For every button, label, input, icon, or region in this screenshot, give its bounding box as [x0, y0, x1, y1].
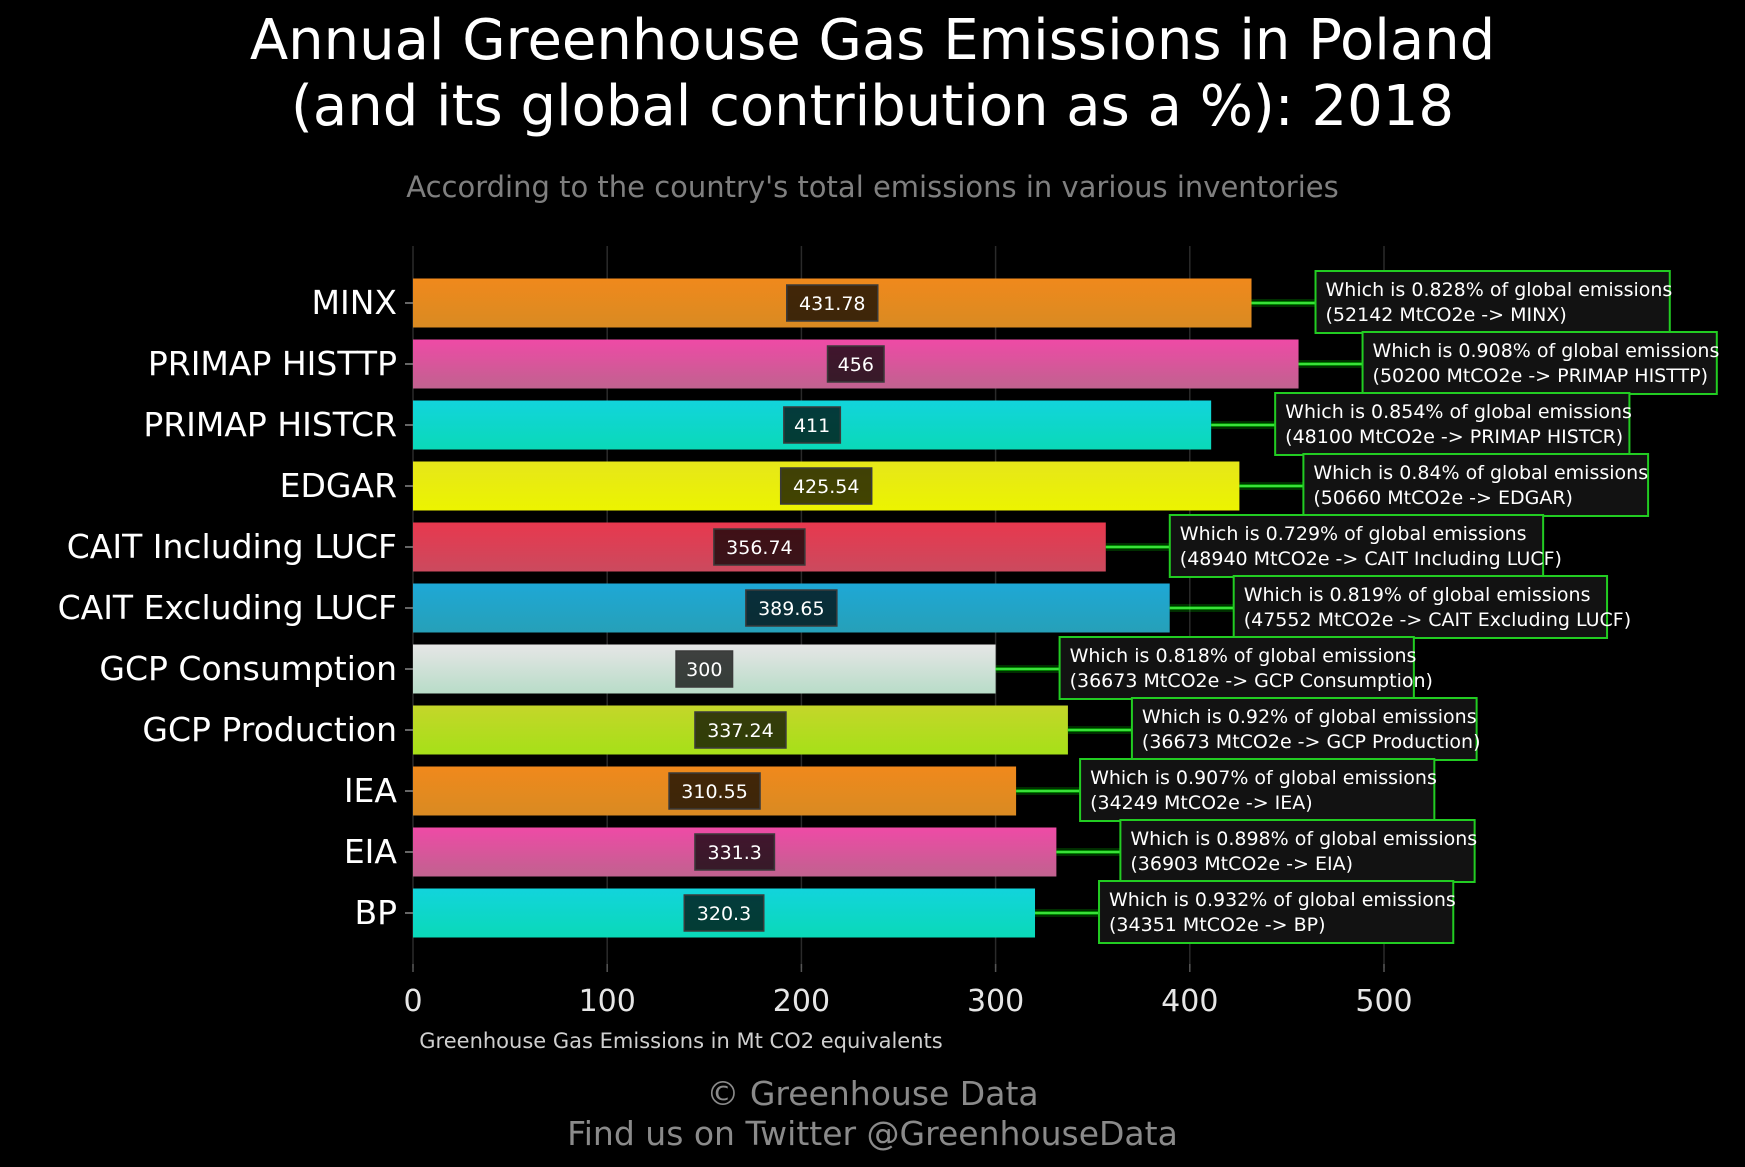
value-label-box	[779, 467, 873, 505]
x-tick-label: 300	[967, 984, 1024, 1019]
annotation-line2: (34351 MtCO2e -> BP)	[1109, 914, 1326, 936]
annotation-line2: (36903 MtCO2e -> EIA)	[1130, 853, 1353, 875]
x-tick-label: 400	[1161, 984, 1218, 1019]
value-label: 331.3	[707, 842, 761, 864]
value-label: 411	[794, 415, 830, 437]
category-label: PRIMAP HISTCR	[143, 405, 397, 444]
footer-twitter: Find us on Twitter @GreenhouseData	[567, 1114, 1178, 1153]
annotation-box	[1314, 270, 1671, 334]
annotation-line2: (36673 MtCO2e -> GCP Consumption)	[1070, 670, 1433, 692]
category-label: EIA	[344, 832, 398, 871]
annotation-line1: Which is 0.907% of global emissions	[1090, 767, 1437, 789]
chart-title: Annual Greenhouse Gas Emissions in Polan…	[249, 8, 1496, 139]
value-label-box	[694, 833, 776, 871]
annotation-line1: Which is 0.908% of global emissions	[1373, 340, 1720, 362]
annotation-line1: Which is 0.818% of global emissions	[1070, 645, 1417, 667]
annotation-line2: (36673 MtCO2e -> GCP Production)	[1142, 731, 1481, 753]
value-label-box	[826, 345, 885, 383]
annotation-box	[1058, 636, 1415, 700]
annotation-line1: Which is 0.84% of global emissions	[1313, 462, 1648, 484]
annotations: Which is 0.828% of global emissions (5214…	[1058, 270, 1720, 944]
category-label: MINX	[312, 283, 398, 322]
annotation-line2: (34249 MtCO2e -> IEA)	[1090, 792, 1313, 814]
x-tick-label: 0	[403, 984, 422, 1019]
category-label: EDGAR	[280, 466, 397, 505]
annotation-box	[1302, 453, 1650, 517]
category-labels: MINX PRIMAP HISTTP PRIMAP HISTCR EDGAR CAIT …	[58, 283, 413, 932]
value-label: 310.55	[681, 781, 747, 803]
x-axis-label: Greenhouse Gas Emissions in Mt CO2 equiv…	[419, 1029, 942, 1053]
annotation-box	[1079, 758, 1436, 822]
value-label-box	[786, 284, 879, 322]
value-label: 431.78	[799, 293, 865, 315]
value-label-box	[668, 772, 761, 810]
value-label: 320.3	[697, 903, 751, 925]
annotation-line1: Which is 0.854% of global emissions	[1285, 401, 1632, 423]
annotation-line1: Which is 0.828% of global emissions	[1326, 279, 1673, 301]
value-label-box	[694, 711, 787, 749]
annotation-box	[1232, 575, 1609, 639]
annotation-line1: Which is 0.932% of global emissions	[1109, 889, 1456, 911]
annotation-line2: (48940 MtCO2e -> CAIT Including LUCF)	[1180, 548, 1562, 570]
chart-subtitle: According to the country's total emissio…	[406, 170, 1339, 204]
value-label-box	[745, 589, 838, 627]
annotation-box	[1168, 514, 1545, 578]
annotation-line2: (50660 MtCO2e -> EDGAR)	[1313, 487, 1573, 509]
annotation-line2: (47552 MtCO2e -> CAIT Excluding LUCF)	[1244, 609, 1631, 631]
value-label-box	[783, 406, 842, 444]
x-axis: 0 100 200 300 400 500	[403, 964, 1413, 1019]
bars: 431.78 456 411 425.54 356.74 389.65 300 337.24 3…	[413, 278, 1299, 938]
annotation-line1: Which is 0.729% of global emissions	[1180, 523, 1527, 545]
category-label: BP	[354, 893, 397, 932]
annotation-line2: (50200 MtCO2e -> PRIMAP HISTTP)	[1373, 365, 1708, 387]
value-label-box	[683, 894, 765, 932]
category-label: PRIMAP HISTTP	[148, 344, 397, 383]
value-label: 456	[838, 354, 874, 376]
annotation-line1: Which is 0.898% of global emissions	[1130, 828, 1477, 850]
value-label: 356.74	[726, 537, 792, 559]
value-label-box	[713, 528, 806, 566]
value-label: 300	[686, 659, 722, 681]
annotation-line1: Which is 0.819% of global emissions	[1244, 584, 1591, 606]
x-tick-label: 100	[579, 984, 636, 1019]
footer-copyright: © Greenhouse Data	[706, 1074, 1039, 1113]
annotation-box	[1361, 331, 1718, 395]
annotation-line1: Which is 0.92% of global emissions	[1142, 706, 1477, 728]
value-label: 389.65	[758, 598, 824, 620]
annotation-connectors	[995, 299, 1363, 917]
x-tick-label: 200	[773, 984, 830, 1019]
value-label-box	[675, 650, 734, 688]
x-tick-label: 500	[1355, 984, 1412, 1019]
category-label: GCP Consumption	[99, 649, 397, 688]
annotation-line2: (48100 MtCO2e -> PRIMAP HISTCR)	[1285, 426, 1623, 448]
category-label: GCP Production	[142, 710, 397, 749]
value-label: 337.24	[707, 720, 773, 742]
annotation-line2: (52142 MtCO2e -> MINX)	[1326, 304, 1567, 326]
annotation-box	[1098, 880, 1455, 944]
value-label: 425.54	[793, 476, 859, 498]
annotation-box	[1130, 697, 1478, 761]
category-label: IEA	[344, 771, 398, 810]
category-label: CAIT Excluding LUCF	[58, 588, 397, 627]
category-label: CAIT Including LUCF	[67, 527, 397, 566]
